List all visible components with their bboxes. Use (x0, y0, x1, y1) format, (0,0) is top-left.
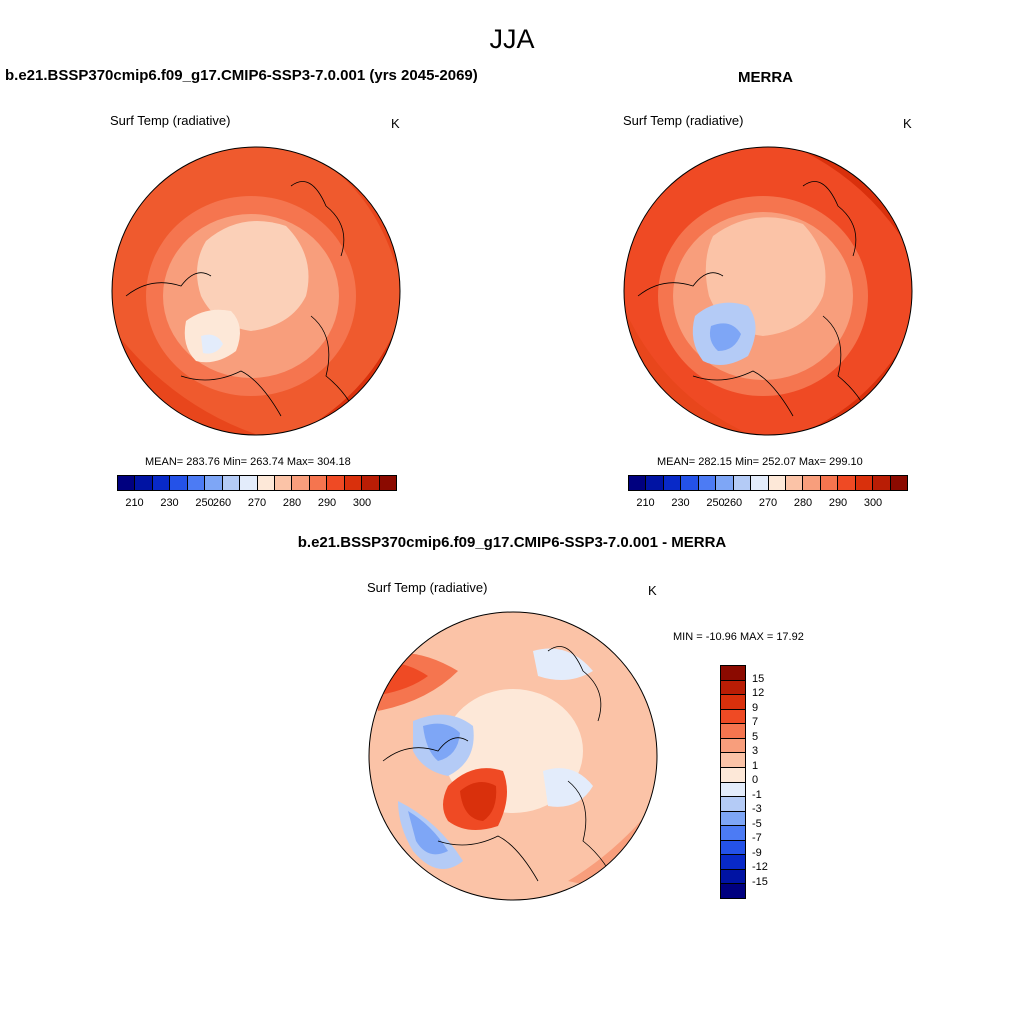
diff-colorbar-tick-label: 1 (752, 759, 759, 772)
diff-colorbar-swatch (721, 811, 745, 827)
obs-colorbar-tick-label: 280 (793, 497, 813, 509)
model-colorbar-tick-label: 230 (160, 497, 179, 509)
diff-colorbar-tick-label: -5 (752, 817, 762, 830)
model-colorbar-swatch (222, 476, 241, 490)
model-stats: MEAN= 283.76 Min= 263.74 Max= 304.18 (145, 456, 351, 468)
diff-colorbar-tick-label: 0 (752, 774, 759, 786)
model-colorbar-tick-label: 270 (247, 497, 267, 509)
obs-stats: MEAN= 282.15 Min= 252.07 Max= 299.10 (657, 456, 863, 468)
diff-stats: MIN = -10.96 MAX = 17.92 (673, 631, 804, 643)
model-colorbar-swatch (379, 476, 396, 490)
obs-colorbar-swatch (785, 476, 804, 490)
model-colorbar-tick-label: 280 (282, 497, 302, 509)
diff-colorbar-swatch (721, 724, 745, 739)
diff-units-label: K (648, 583, 657, 598)
diff-colorbar-swatch (721, 767, 745, 783)
model-colorbar-swatch (257, 476, 275, 490)
obs-colorbar-swatch (803, 476, 821, 490)
model-colorbar-swatch (344, 476, 363, 490)
model-colorbar-tick-label: 210 (125, 497, 144, 509)
obs-colorbar-tick-label: 260 (723, 497, 743, 509)
model-units-label: K (391, 116, 400, 131)
obs-colorbar-swatch (681, 476, 699, 490)
diff-polar-map (368, 611, 658, 901)
diff-colorbar-tick-label: 3 (752, 745, 759, 757)
diff-colorbar-tick-label: -3 (752, 803, 762, 815)
diff-colorbar: 15 12 9 7 5 3 1 0 -1 -3 -5 -7 -9 -12 -15 (720, 665, 768, 899)
model-colorbar-tick-label: 300 (352, 497, 372, 509)
model-colorbar-swatch (292, 476, 310, 490)
model-colorbar-tick-label: 250 (195, 497, 214, 509)
obs-units-label: K (903, 116, 912, 131)
model-colorbar-swatch (327, 476, 345, 490)
obs-panel-title: MERRA (738, 69, 793, 86)
obs-colorbar-swatch (733, 476, 752, 490)
diff-colorbar-tick-label: 15 (752, 672, 765, 685)
diff-colorbar-swatch (721, 869, 745, 885)
obs-colorbar-tick-label: 250 (706, 497, 725, 509)
model-colorbar-swatch (240, 476, 258, 490)
model-polar-map (111, 146, 401, 436)
diff-variable-label: Surf Temp (radiative) (367, 580, 488, 595)
model-colorbar-swatch (362, 476, 380, 490)
diff-colorbar-swatch (721, 826, 745, 841)
obs-polar-map (623, 146, 913, 436)
diff-colorbar-tick-label: -1 (752, 788, 762, 801)
diff-panel-title: b.e21.BSSP370cmip6.f09_g17.CMIP6-SSP3-7.… (297, 534, 727, 551)
diff-colorbar-swatch (721, 884, 745, 898)
model-colorbar-swatch (205, 476, 223, 490)
diff-colorbar-swatch (721, 753, 745, 768)
model-variable-label: Surf Temp (radiative) (110, 113, 231, 128)
model-colorbar: 210 230 250 260 270 280 290 300 (117, 475, 397, 511)
obs-colorbar-tick-label: 270 (758, 497, 778, 509)
obs-colorbar-swatch (890, 476, 907, 490)
diff-colorbar-tick-label: -9 (752, 846, 762, 859)
figure-title: JJA (489, 24, 535, 54)
diff-colorbar-swatch (721, 797, 745, 812)
model-colorbar-tick-label: 260 (212, 497, 232, 509)
obs-colorbar-swatch (751, 476, 769, 490)
obs-colorbar-swatch (663, 476, 682, 490)
model-colorbar-swatch (309, 476, 328, 490)
model-colorbar-swatch (187, 476, 206, 490)
obs-colorbar-swatch (698, 476, 717, 490)
obs-colorbar-tick-label: 230 (671, 497, 690, 509)
diff-colorbar-tick-label: 5 (752, 730, 759, 743)
obs-variable-label: Surf Temp (radiative) (623, 113, 744, 128)
obs-colorbar-tick-label: 300 (863, 497, 883, 509)
diff-colorbar-tick-label: 7 (752, 716, 759, 728)
obs-colorbar-swatch (646, 476, 664, 490)
diff-colorbar-tick-label: -15 (752, 875, 768, 888)
obs-colorbar-swatch (768, 476, 786, 490)
model-colorbar-swatch (152, 476, 171, 490)
diff-colorbar-swatch (721, 695, 745, 710)
diff-colorbar-swatch (721, 738, 745, 754)
obs-colorbar-swatch (629, 476, 647, 490)
model-colorbar-swatch (135, 476, 153, 490)
diff-colorbar-swatch (721, 840, 745, 856)
diff-colorbar-tick-label: -7 (752, 832, 762, 844)
diff-colorbar-tick-label: 12 (752, 687, 765, 699)
model-colorbar-tick-label: 290 (317, 497, 337, 509)
obs-colorbar: 210 230 250 260 270 280 290 300 (628, 475, 908, 511)
model-colorbar-swatch (274, 476, 293, 490)
diff-colorbar-swatch (721, 782, 745, 798)
obs-colorbar-swatch (838, 476, 856, 490)
model-colorbar-swatch (118, 476, 136, 490)
diff-colorbar-swatch (721, 855, 745, 870)
model-colorbar-swatch (170, 476, 188, 490)
diff-colorbar-swatch (721, 680, 745, 696)
obs-colorbar-swatch (716, 476, 734, 490)
diff-colorbar-swatch (721, 709, 745, 725)
obs-colorbar-swatch (873, 476, 891, 490)
diff-colorbar-swatch (721, 666, 745, 681)
obs-colorbar-swatch (855, 476, 874, 490)
diff-colorbar-tick-label: -12 (752, 861, 768, 873)
obs-colorbar-tick-label: 290 (828, 497, 848, 509)
obs-colorbar-tick-label: 210 (636, 497, 655, 509)
obs-colorbar-swatch (820, 476, 839, 490)
diff-colorbar-tick-label: 9 (752, 701, 759, 714)
model-panel-title: b.e21.BSSP370cmip6.f09_g17.CMIP6-SSP3-7.… (5, 67, 478, 84)
